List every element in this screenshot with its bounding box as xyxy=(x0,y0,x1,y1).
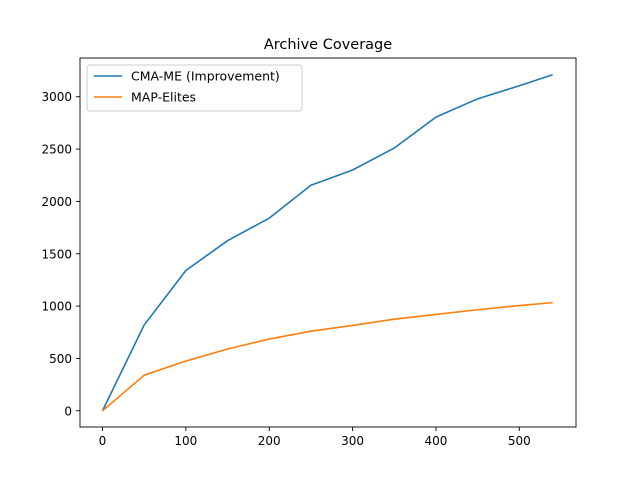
axes: 0 100 200 300 400 500 0 500 1000 1500 2000 2500 3000 xyxy=(41,57,577,448)
axes-frame xyxy=(79,57,577,428)
x-tick-label: 200 xyxy=(258,434,281,448)
plot-area xyxy=(101,73,553,412)
y-tick-label: 0 xyxy=(64,404,72,418)
x-tick-label: 300 xyxy=(341,434,364,448)
y-tick-label: 1500 xyxy=(41,247,72,261)
series-line-1 xyxy=(101,301,553,412)
legend: CMA-ME (Improvement) MAP-Elites xyxy=(86,64,303,112)
y-tick-label: 2000 xyxy=(41,195,72,209)
legend-label-1: MAP-Elites xyxy=(131,90,196,105)
x-tick-label: 400 xyxy=(424,434,447,448)
y-tick-label: 1000 xyxy=(41,300,72,314)
chart-title: Archive Coverage xyxy=(264,37,392,53)
x-tick-label: 100 xyxy=(174,434,197,448)
series-line-0 xyxy=(101,73,553,412)
y-tick-label: 2500 xyxy=(41,143,72,157)
y-tick-label: 500 xyxy=(49,352,72,366)
legend-label-0: CMA-ME (Improvement) xyxy=(131,69,280,84)
y-tick-label: 3000 xyxy=(41,90,72,104)
x-tick-label: 0 xyxy=(99,434,107,448)
legend-box xyxy=(86,64,303,112)
x-tick-label: 500 xyxy=(508,434,531,448)
